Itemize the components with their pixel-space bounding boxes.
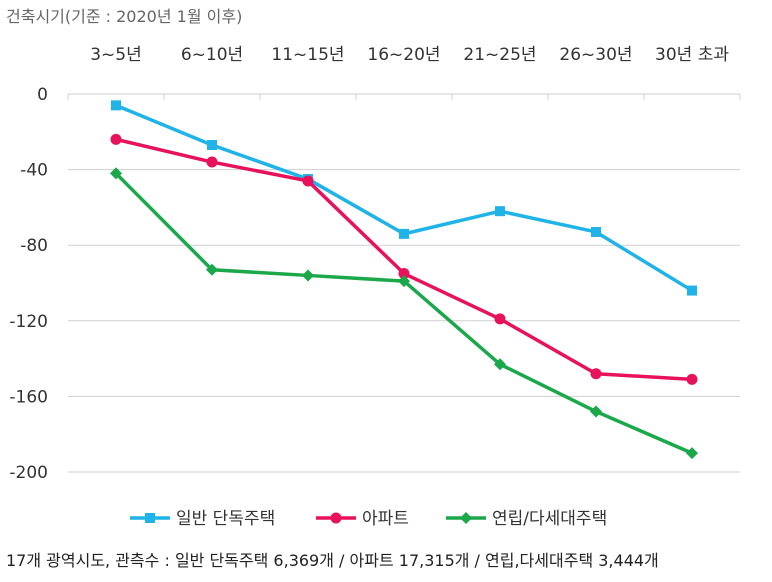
data-point [398,268,410,280]
data-point [494,313,506,325]
data-point [590,405,602,418]
legend-label: 일반 단독주택 [176,509,275,529]
data-point [495,206,505,217]
x-tick-label: 26~30년 [559,45,632,65]
y-tick-label: 0 [37,85,48,105]
legend-item: 일반 단독주택 [130,509,275,529]
legend-item: 연립/다세대주택 [446,509,607,529]
data-point [206,156,218,168]
series-0 [111,100,697,296]
series-group [110,100,698,460]
data-point [398,275,410,288]
data-point [302,269,314,282]
series-2 [110,167,698,460]
x-tick-label: 3~5년 [90,45,142,65]
data-point [686,373,698,385]
y-tick-label: -120 [9,312,48,332]
x-tick-label: 11~15년 [271,45,344,65]
data-point [110,167,122,180]
grid [68,169,740,473]
data-point [302,175,314,187]
y-tick-label: -80 [20,236,48,256]
data-point [590,368,602,380]
legend-marker [460,512,472,524]
series-1 [110,133,698,385]
series-line [114,172,693,455]
data-point [111,100,121,111]
x-tick-label: 30년 초과 [655,45,729,65]
legend-label: 연립/다세대주택 [492,509,607,529]
y-axis: 0 -40 -80 -120 -160 -200 [9,85,48,483]
footnote: 17개 광역시도, 관측수 : 일반 단독주택 6,369개 / 아파트 17,… [6,551,659,570]
y-tick-label: -200 [9,463,48,483]
x-axis-title: 건축시기(기준 : 2020년 1월 이후) [6,7,242,26]
x-tick-label: 6~10년 [181,45,243,65]
data-point [591,226,601,237]
legend: 일반 단독주택 아파트 연립/다세대주택 [130,509,607,529]
legend-marker [145,513,155,523]
data-point [494,358,506,371]
y-tick-label: -160 [9,387,48,407]
data-point [686,447,698,460]
legend-marker [330,512,342,524]
legend-item: 아파트 [316,509,409,529]
series-line [115,103,693,293]
x-tick-label: 21~25년 [463,45,536,65]
legend-label: 아파트 [362,509,409,529]
x-tick-label: 16~20년 [367,45,440,65]
x-axis: 3~5년 6~10년 11~15년 16~20년 21~25년 26~30년 30년 초과 [67,45,741,100]
data-point [687,285,697,296]
data-point [206,263,218,276]
y-tick-label: -40 [20,161,48,181]
data-point [110,133,122,145]
data-point [207,140,217,151]
data-point [399,228,409,239]
